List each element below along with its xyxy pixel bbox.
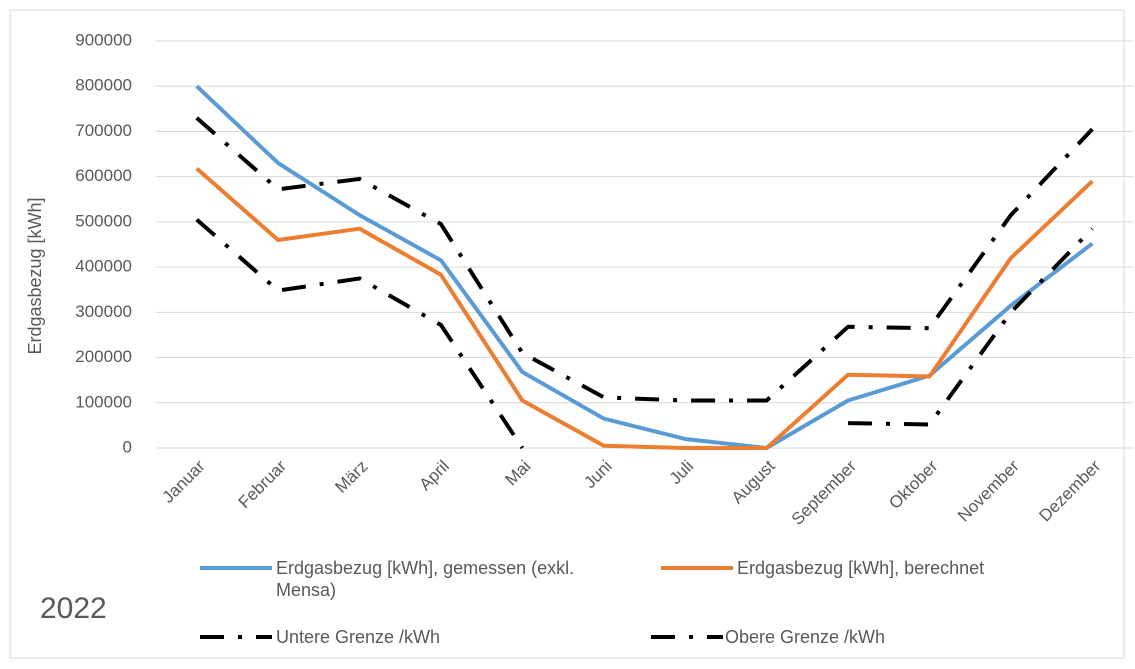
x-tick-label: Dezember	[1035, 456, 1104, 525]
series-line	[195, 84, 1094, 450]
x-tick-label: September	[788, 456, 860, 528]
y-tick-label: 100000	[75, 392, 132, 411]
legend-label: Obere Grenze /kWh	[725, 627, 886, 647]
x-tick-label: Januar	[159, 456, 209, 506]
y-tick-label: 500000	[75, 211, 132, 230]
chart-border	[9, 9, 1125, 659]
x-tick-label: November	[954, 456, 1023, 525]
y-tick-label: 700000	[75, 121, 132, 140]
legend-label: Erdgasbezug [kWh], gemessen (exkl. Mensa…	[276, 558, 575, 600]
annotation: 2022	[40, 592, 107, 625]
x-tick-label: Juli	[666, 457, 697, 488]
x-tick-label: Mai	[502, 457, 535, 490]
x-tick-label: Februar	[235, 456, 291, 512]
x-tick-label: August	[728, 456, 779, 507]
legend-label: Untere Grenze /kWh	[276, 627, 441, 647]
legend-label: Erdgasbezug [kWh], berechnet	[737, 558, 985, 578]
series-line	[195, 167, 1094, 450]
series-line	[195, 116, 1094, 403]
y-tick-label: 0	[123, 437, 132, 456]
y-tick-label: 300000	[75, 302, 132, 321]
x-tick-label: April	[415, 457, 452, 494]
y-tick-label: 600000	[75, 166, 132, 185]
y-tick-label: 800000	[75, 76, 132, 95]
y-axis-title: Erdgasbezug [kWh]	[25, 197, 45, 354]
series-line	[848, 227, 1094, 427]
x-tick-label: Oktober	[885, 456, 941, 512]
y-tick-label: 200000	[75, 347, 132, 366]
x-tick-label: März	[331, 457, 371, 497]
x-tick-label: Juni	[580, 457, 615, 492]
series-line	[195, 218, 525, 450]
y-tick-label: 900000	[75, 30, 132, 49]
y-tick-label: 400000	[75, 257, 132, 276]
